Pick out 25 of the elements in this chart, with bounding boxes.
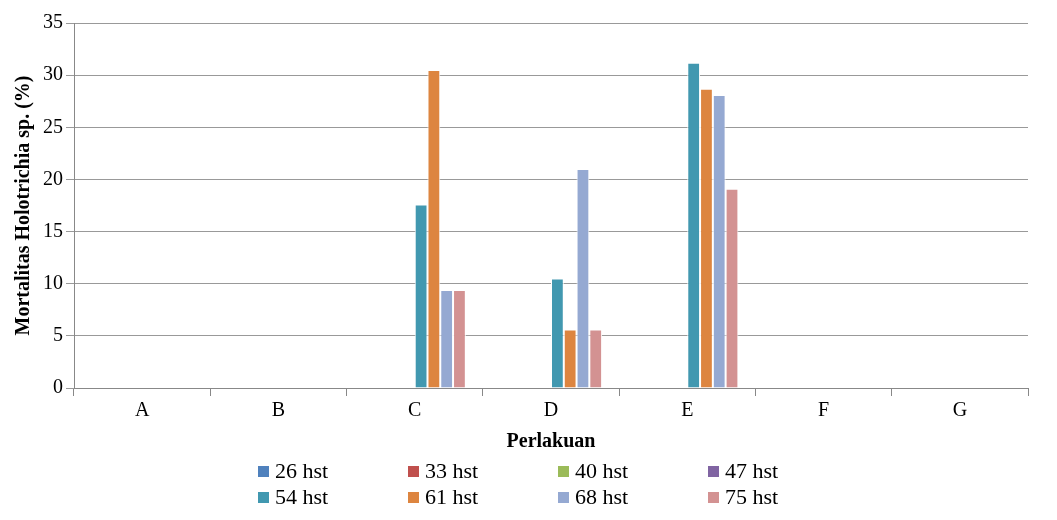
y-tick-label: 20	[43, 166, 63, 189]
legend-label: 75 hst	[725, 484, 779, 510]
legend-label: 47 hst	[725, 458, 779, 484]
legend-label: 68 hst	[575, 484, 629, 510]
x-tick-label: F	[818, 398, 830, 421]
y-tick-label: 30	[43, 62, 63, 85]
x-tick-label: C	[408, 398, 422, 421]
x-tick-label: G	[952, 398, 968, 421]
y-tick-label: 0	[53, 375, 63, 398]
legend-label: 61 hst	[425, 484, 479, 510]
legend-label: 33 hst	[425, 458, 479, 484]
y-tick-label: 35	[43, 10, 63, 33]
legend-label: 54 hst	[275, 484, 329, 510]
y-tick-label: 25	[43, 114, 63, 137]
x-tick-label: E	[681, 398, 694, 421]
legend-label: 26 hst	[275, 458, 329, 484]
y-tick-label: 15	[43, 218, 63, 241]
x-tick-label: A	[134, 398, 150, 421]
x-axis-title: Perlakuan	[506, 429, 596, 452]
x-tick-label: D	[543, 398, 559, 421]
y-axis-title: Mortalitas Holotrichia sp. (%)	[11, 75, 35, 336]
x-tick-label: B	[271, 398, 286, 421]
y-tick-label: 5	[53, 323, 63, 346]
y-tick-label: 10	[43, 270, 63, 293]
legend-label: 40 hst	[575, 458, 629, 484]
